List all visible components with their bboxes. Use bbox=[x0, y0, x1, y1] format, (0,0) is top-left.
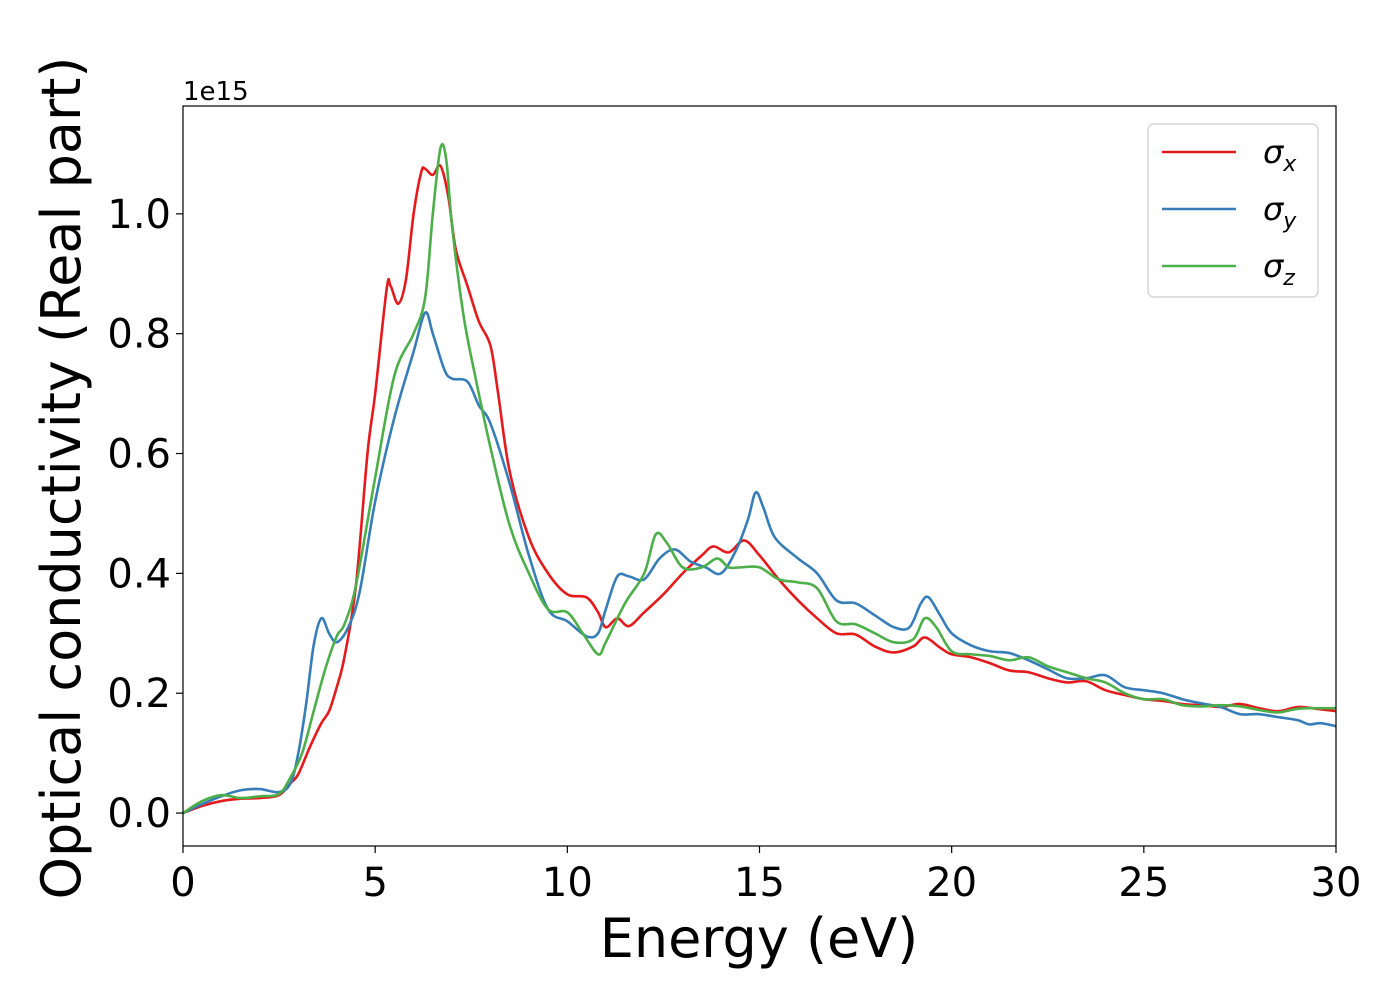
x-tick-label: 25 bbox=[1118, 860, 1169, 906]
x-tick-label: 10 bbox=[542, 860, 593, 906]
y-tick-label: 0.6 bbox=[107, 432, 171, 478]
y-tick-label: 0.2 bbox=[107, 671, 171, 717]
y-tick-label: 0.4 bbox=[107, 551, 171, 597]
legend-box bbox=[1147, 123, 1319, 298]
legend: σx σy σz bbox=[1147, 123, 1319, 298]
series-line-z bbox=[183, 142, 1336, 815]
y-tick-label: 1.0 bbox=[107, 192, 171, 238]
legend-label-y: σy bbox=[1263, 190, 1297, 234]
x-axis-label: Energy (eV) bbox=[600, 907, 919, 970]
series-line-y bbox=[183, 311, 1336, 815]
y-axis-label: Optical conductivity (Real part) bbox=[30, 57, 93, 900]
x-tick-label: 20 bbox=[926, 860, 977, 906]
legend-label-x: σx bbox=[1263, 133, 1297, 177]
y-offset-label: 1e15 bbox=[183, 77, 249, 107]
x-tick-label: 15 bbox=[734, 860, 785, 906]
x-tick-label: 0 bbox=[170, 860, 195, 906]
y-tick-label: 0.8 bbox=[107, 312, 171, 358]
series-layer bbox=[183, 142, 1336, 815]
y-tick-label: 0.0 bbox=[107, 791, 171, 837]
axes-layer: 0 5 10 15 20 25 30 0.0 0.2 0.4 0.6 0.8 1.0 bbox=[107, 105, 1362, 906]
x-tick-label: 5 bbox=[362, 860, 387, 906]
legend-label-z: σz bbox=[1263, 247, 1295, 291]
x-tick-label: 30 bbox=[1311, 860, 1362, 906]
